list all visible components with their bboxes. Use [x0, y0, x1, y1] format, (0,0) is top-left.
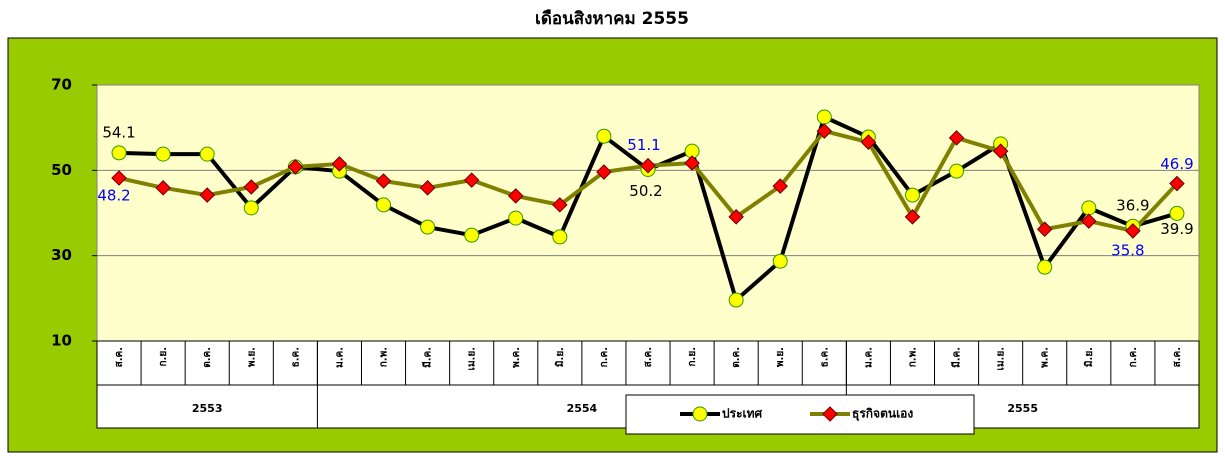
point-marker [155, 146, 171, 162]
point-marker [1169, 175, 1185, 192]
x-tick-label: ส.ค. [114, 347, 125, 367]
point-marker [463, 172, 480, 188]
point-marker [552, 229, 568, 245]
point-marker [419, 180, 436, 196]
x-tick-label: มิ.ย. [554, 347, 566, 367]
x-tick-label: ก.ย. [687, 347, 698, 367]
point-marker [904, 187, 920, 203]
point-marker [816, 123, 833, 139]
data-label: 35.8 [1111, 241, 1144, 259]
point-marker [728, 292, 744, 308]
point-marker [287, 159, 304, 175]
point-marker [860, 134, 877, 150]
legend [625, 394, 975, 435]
x-tick-label: มี.ค. [951, 347, 963, 368]
data-label: 51.1 [627, 136, 660, 154]
point-marker [816, 109, 832, 125]
data-label: 46.9 [1160, 155, 1193, 173]
x-tick-label: ม.ค. [334, 347, 345, 368]
group-label: 2554 [567, 402, 598, 415]
point-marker [772, 178, 789, 194]
y-tick-label: 70 [51, 76, 72, 94]
plot-area [96, 84, 1200, 342]
point-marker [772, 253, 788, 269]
point-marker [376, 197, 392, 213]
point-marker [1169, 205, 1185, 221]
data-label: 36.9 [1116, 197, 1149, 215]
point-marker [1037, 259, 1053, 275]
x-tick-label: ก.พ. [907, 347, 918, 367]
x-tick-label: มี.ค. [422, 347, 434, 368]
point-marker [1125, 223, 1141, 239]
point-marker [331, 156, 348, 172]
point-marker [596, 128, 612, 144]
group-label: 2555 [1007, 402, 1038, 415]
y-tick-label: 50 [51, 161, 72, 179]
data-label: 39.9 [1160, 220, 1193, 238]
point-marker [552, 197, 568, 213]
legend-marker [692, 406, 708, 422]
point-marker [111, 170, 127, 186]
point-marker [640, 157, 656, 174]
point-marker [420, 219, 436, 235]
x-tick-label: ต.ค. [202, 347, 213, 368]
x-tick-label: มิ.ย. [1083, 347, 1095, 367]
x-tick-label: พ.ค. [1040, 347, 1051, 368]
point-marker [508, 210, 524, 226]
x-tick-label: ก.ค. [1128, 347, 1139, 367]
point-marker [1036, 221, 1053, 237]
x-tick-label: พ.ค. [511, 347, 522, 368]
x-tick-label: เม.ย. [467, 347, 478, 370]
point-marker [111, 145, 127, 161]
point-marker [243, 179, 260, 195]
x-tick-label: ส.ค. [1172, 347, 1183, 367]
x-tick-label: พ.ย. [775, 347, 786, 367]
x-tick-label: ก.ค. [599, 347, 610, 367]
point-marker [948, 130, 965, 146]
point-marker [684, 155, 700, 171]
point-marker [728, 209, 744, 225]
x-tick-label: พ.ย. [246, 347, 257, 367]
y-tick-label: 10 [51, 332, 72, 350]
x-tick-label: ธ.ค. [290, 347, 301, 367]
x-tick-label: ธ.ค. [819, 347, 830, 367]
point-marker [1081, 213, 1097, 229]
x-tick-label: ก.ย. [158, 347, 169, 367]
x-tick-label: ก.พ. [379, 347, 390, 367]
point-marker [1081, 200, 1097, 216]
point-marker [199, 187, 215, 203]
point-marker [199, 146, 215, 162]
x-tick-label: ม.ค. [863, 347, 874, 368]
legend-label: ประเทศ [722, 407, 763, 421]
data-label: 54.1 [102, 123, 135, 141]
group-label: 2553 [192, 402, 223, 415]
point-marker [507, 188, 524, 204]
point-marker [904, 209, 921, 225]
legend-marker [822, 406, 838, 422]
point-marker [949, 163, 965, 179]
point-marker [155, 180, 171, 196]
legend-label: ธุรกิจตนเอง [852, 407, 913, 422]
point-marker [243, 200, 259, 216]
point-marker [375, 173, 392, 189]
x-tick-label: เม.ย. [996, 347, 1007, 370]
data-label: 50.2 [629, 182, 662, 200]
point-marker [464, 227, 480, 243]
point-marker [992, 143, 1009, 159]
x-tick-label: ส.ค. [643, 347, 654, 367]
chart-title: เดือนสิงหาคม 2555 [535, 8, 689, 29]
data-label: 48.2 [97, 187, 130, 205]
x-tick-label: ต.ค. [731, 347, 742, 368]
y-tick-label: 30 [51, 246, 72, 264]
point-marker [596, 164, 612, 180]
